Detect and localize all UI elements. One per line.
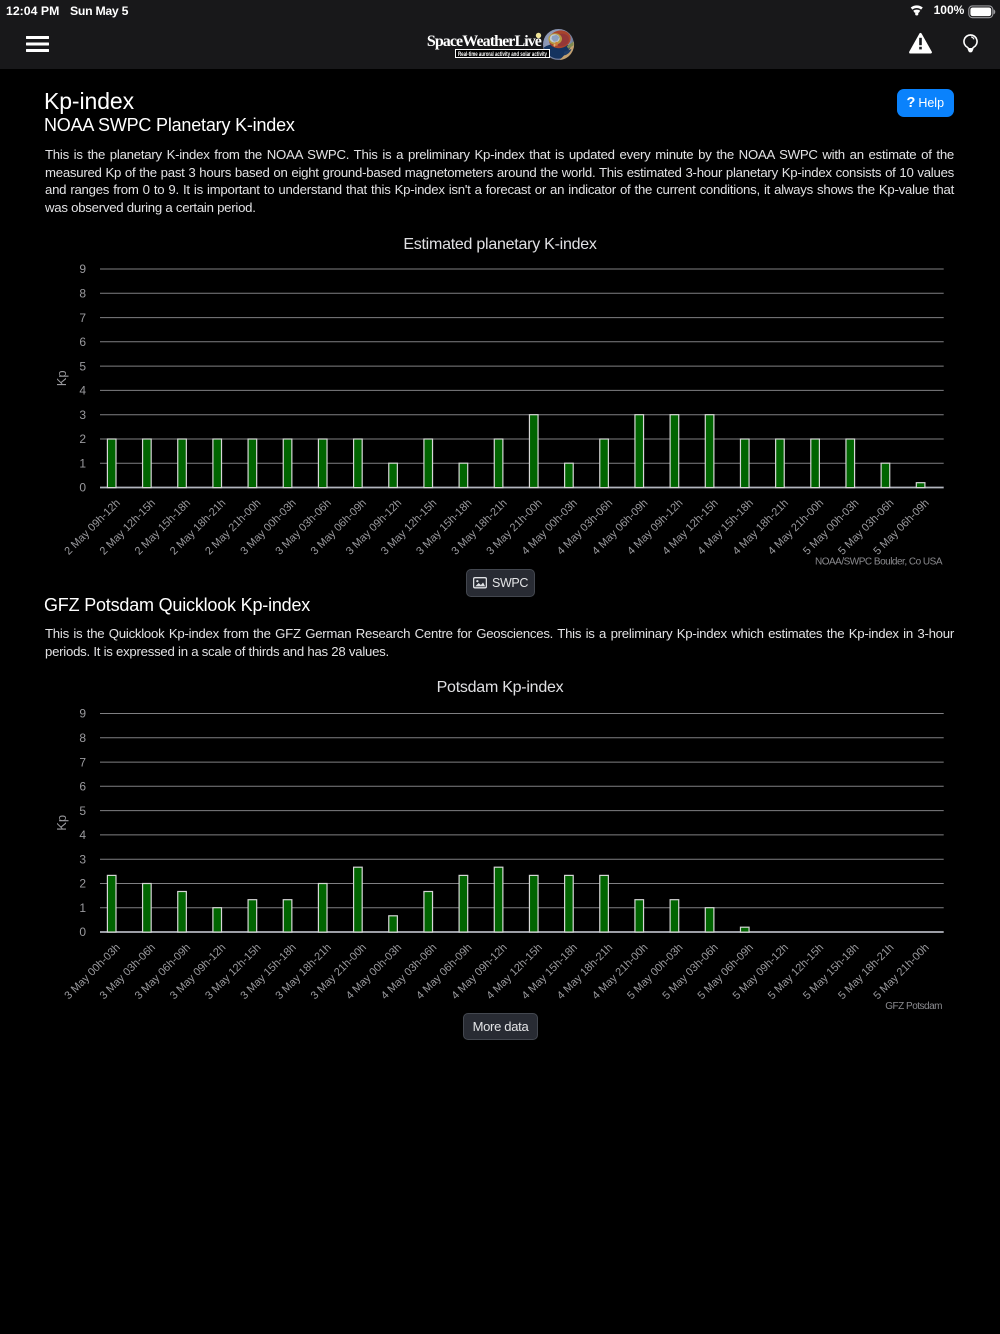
svg-text:7: 7 <box>79 311 86 325</box>
svg-text:GFZ Potsdam: GFZ Potsdam <box>885 1001 942 1012</box>
svg-text:100%: 100% <box>934 3 965 17</box>
svg-text:1: 1 <box>79 456 86 470</box>
svg-text:2: 2 <box>79 432 86 446</box>
svg-text:5: 5 <box>79 804 86 818</box>
svg-text:8: 8 <box>79 731 86 745</box>
svg-text:NOAA/SWPC Boulder, Co USA: NOAA/SWPC Boulder, Co USA <box>815 557 943 568</box>
svg-text:3: 3 <box>79 408 86 422</box>
svg-text:4: 4 <box>79 828 86 842</box>
svg-text:8: 8 <box>79 287 86 301</box>
svg-text:Estimated planetary K-index: Estimated planetary K-index <box>403 236 597 253</box>
svg-text:5: 5 <box>79 359 86 373</box>
svg-text:Kp: Kp <box>54 815 69 831</box>
svg-text:9: 9 <box>79 262 86 276</box>
svg-text:2: 2 <box>79 877 86 891</box>
svg-text:0: 0 <box>79 481 86 495</box>
svg-text:0: 0 <box>79 925 86 939</box>
svg-text:6: 6 <box>79 335 86 349</box>
svg-text:3: 3 <box>79 852 86 866</box>
svg-text:Potsdam Kp-index: Potsdam Kp-index <box>437 679 564 696</box>
svg-text:Real-time auroral activity and: Real-time auroral activity and solar act… <box>458 51 547 58</box>
svg-text:9: 9 <box>79 707 86 721</box>
svg-text:7: 7 <box>79 755 86 769</box>
svg-text:Kp: Kp <box>54 370 69 386</box>
svg-text:1: 1 <box>79 901 86 915</box>
svg-text:6: 6 <box>79 780 86 794</box>
svg-text:4: 4 <box>79 384 86 398</box>
